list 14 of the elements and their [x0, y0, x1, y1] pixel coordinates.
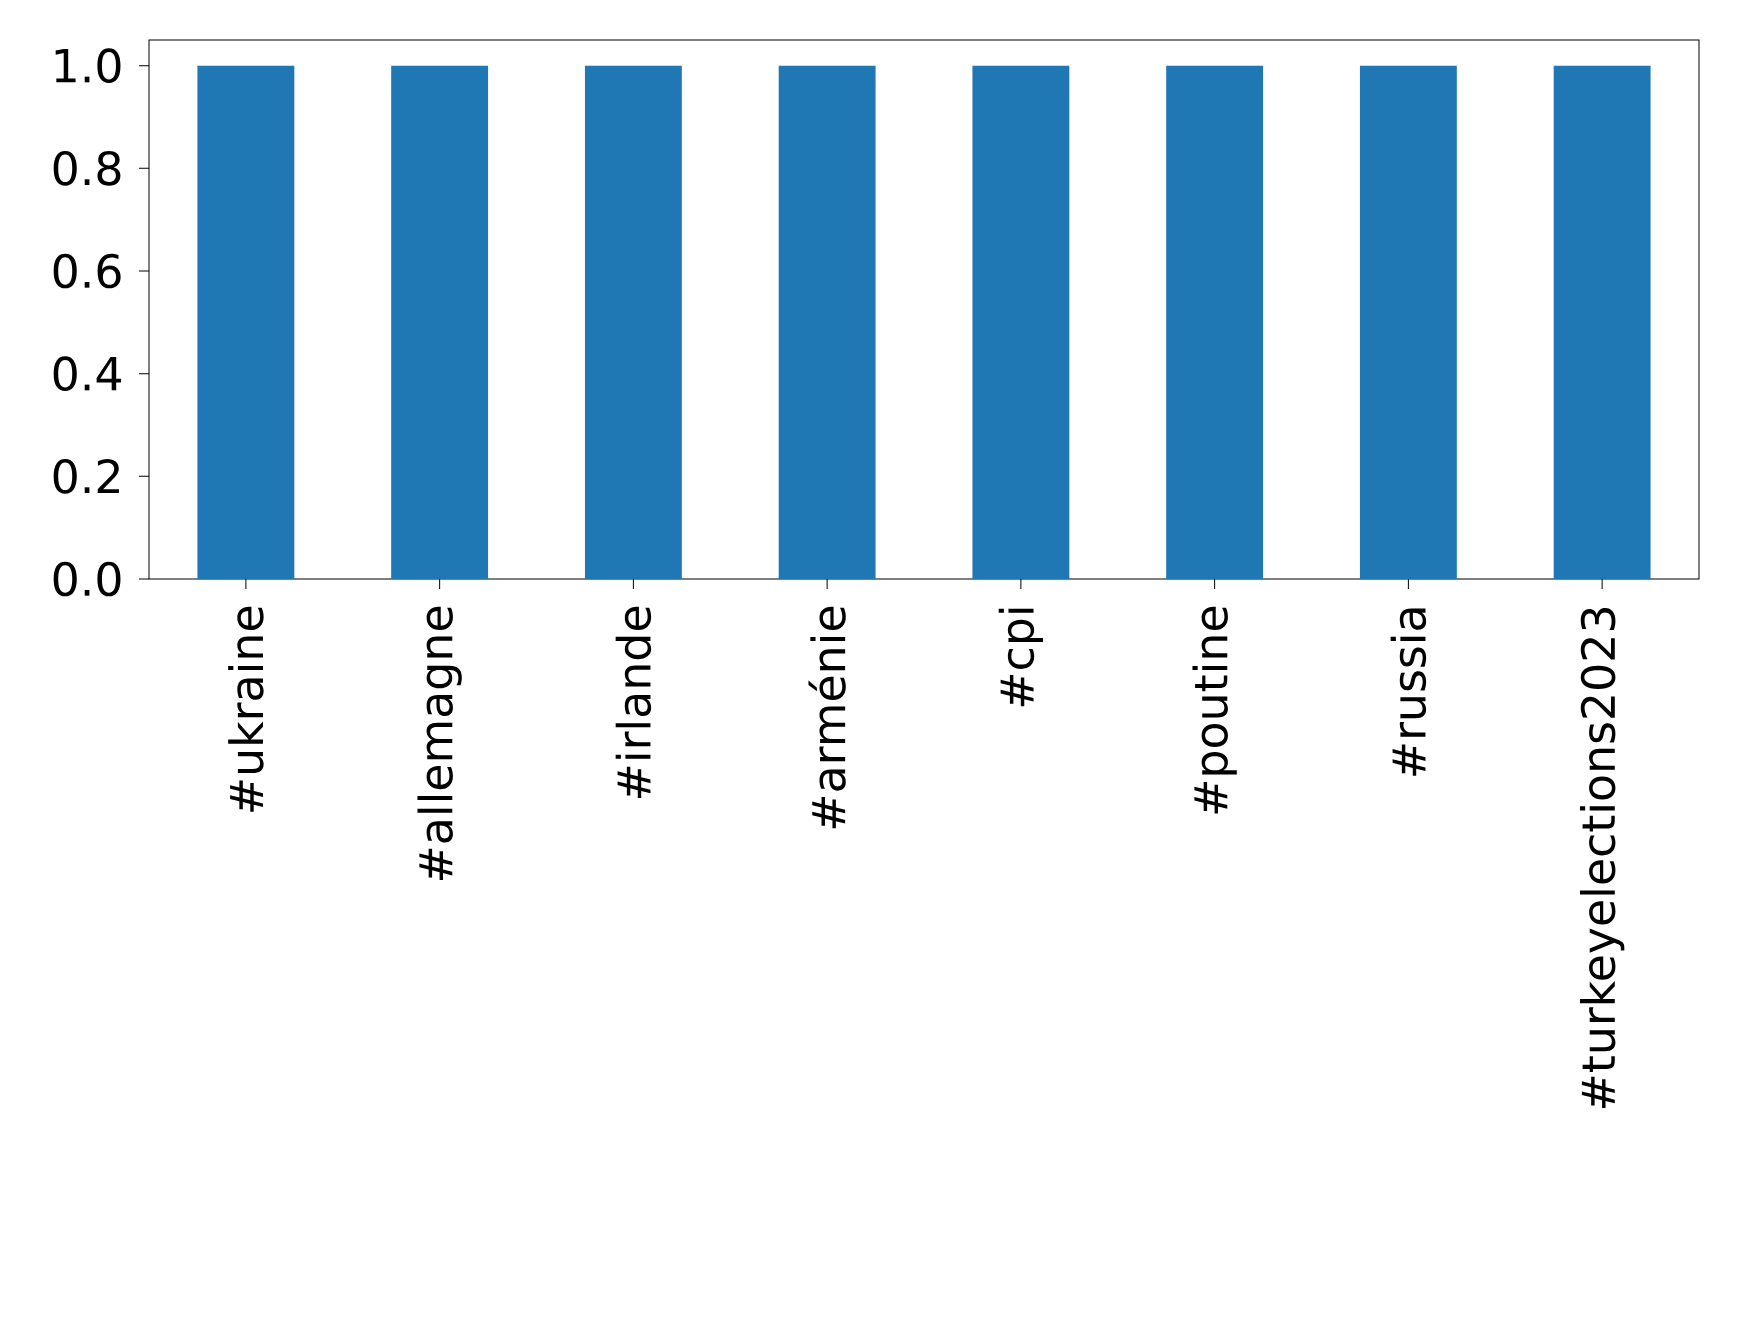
x-tick-label: #poutine: [1192, 606, 1237, 814]
y-tick-label: 0.6: [53, 253, 121, 289]
x-tick-label: #cpi: [998, 608, 1044, 707]
y-tick-label: 0.2: [53, 458, 119, 494]
x-tick-label: #allemagne: [417, 606, 462, 881]
x-tick-label: #irlande: [615, 606, 652, 799]
x-tick-label: #turkeyelections2023: [1579, 608, 1625, 1109]
y-tick-label: 0.0: [53, 561, 121, 597]
x-tick-label: #russia: [1390, 608, 1427, 776]
y-tick-label: 1.0: [55, 48, 121, 83]
x-tick-label: #arménie: [808, 606, 846, 829]
y-tick-label: 0.8: [53, 150, 121, 186]
x-tick-label: #ukraine: [228, 606, 264, 812]
y-tick-label: 0.4: [53, 356, 121, 391]
